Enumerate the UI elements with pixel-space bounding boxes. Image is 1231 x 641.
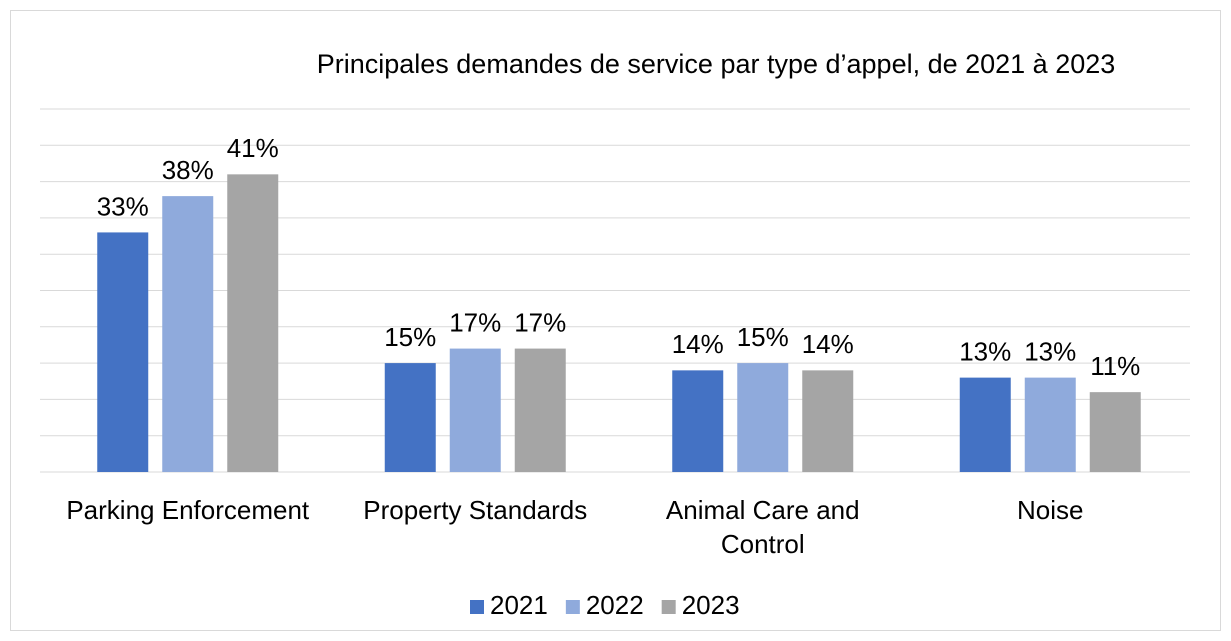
bar — [1089, 392, 1141, 472]
data-label: 13% — [1024, 336, 1076, 366]
legend-label: 2022 — [586, 590, 644, 620]
bar — [672, 370, 724, 472]
bar — [97, 232, 149, 472]
x-tick-label: Noise — [1017, 495, 1083, 525]
bar — [959, 377, 1011, 472]
x-tick-label: Property Standards — [363, 495, 587, 525]
data-label: 15% — [737, 322, 789, 352]
data-label: 17% — [514, 307, 566, 337]
legend-swatch — [565, 600, 580, 614]
data-label: 14% — [802, 329, 854, 359]
data-label: 41% — [227, 133, 279, 163]
data-label: 17% — [449, 307, 501, 337]
legend-swatch — [470, 600, 484, 614]
x-tick-label-line: Control — [721, 529, 805, 559]
data-label: 13% — [959, 336, 1011, 366]
x-tick-label-line: Animal Care and — [666, 495, 860, 525]
bar — [384, 363, 436, 472]
data-label: 14% — [672, 329, 724, 359]
bar — [514, 348, 566, 472]
data-label: 33% — [97, 191, 149, 221]
chart-title: Principales demandes de service par type… — [317, 49, 1116, 79]
legend-label: 2021 — [490, 590, 548, 620]
bar — [162, 196, 214, 472]
x-tick-label: Parking Enforcement — [66, 495, 310, 525]
data-label: 38% — [162, 155, 214, 185]
bar — [1024, 377, 1076, 472]
bar — [737, 363, 789, 472]
legend-label: 2023 — [682, 590, 740, 620]
data-label: 11% — [1090, 351, 1140, 381]
legend-swatch — [661, 600, 676, 614]
data-label: 15% — [384, 322, 436, 352]
bar — [449, 348, 501, 472]
bar — [227, 174, 279, 472]
bar — [802, 370, 854, 472]
x-tick-label: Animal Care and Control — [666, 495, 860, 559]
